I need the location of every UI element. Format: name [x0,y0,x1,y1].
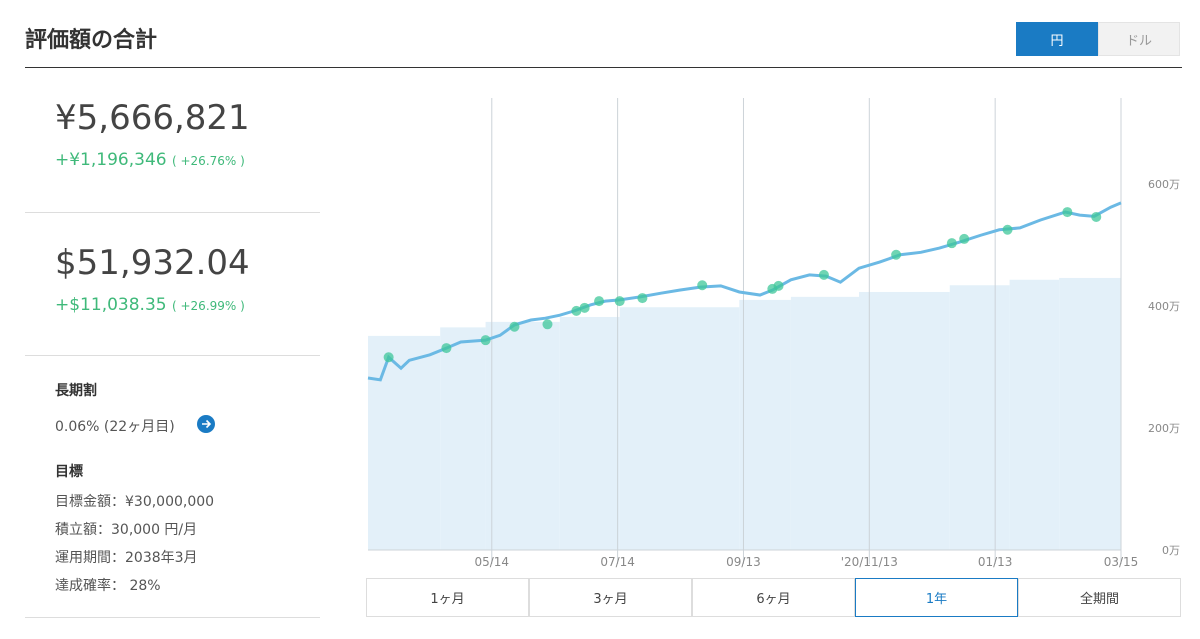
principal-area [619,307,740,550]
y-tick-label: 600万 [1148,178,1180,191]
usd-gain: +$11,038.35 ( +26.99% ) [55,295,245,315]
divider [25,355,320,356]
range-tab[interactable]: 1ヶ月 [366,578,529,617]
gain-value: +$11,038.35 [55,295,167,315]
divider [25,212,320,213]
yen-gain: +¥1,196,346 ( +26.76% ) [55,150,245,170]
x-tick-label: 05/14 [474,555,509,569]
discount-label: 長期割 [55,383,97,399]
currency-toggle[interactable]: 円 [1016,22,1098,56]
principal-area [485,321,560,550]
event-marker [614,296,625,307]
principal-area [1059,277,1121,550]
range-tab[interactable]: 1年 [855,578,1018,617]
gain-value: +¥1,196,346 [55,150,167,170]
principal-area [368,335,441,550]
principal-area [559,316,620,550]
event-marker [818,269,829,280]
value-line [367,201,1122,382]
event-marker [697,280,708,291]
goal-line: 達成確率： 28% [55,578,161,594]
principal-area [949,285,1010,550]
gain-pct: ( +26.76% ) [172,154,245,168]
goal-line: 積立額：30,000 円/月 [55,522,198,538]
goal-label: 目標 [55,464,83,480]
event-marker [637,293,648,304]
event-marker [891,249,902,260]
event-marker [509,321,520,332]
y-tick-label: 0万 [1162,544,1180,557]
event-marker [441,343,452,354]
page-title: 評価額の合計 [25,28,158,53]
range-tab[interactable]: 3ヶ月 [529,578,692,617]
y-tick-label: 400万 [1148,300,1180,313]
event-marker [383,352,394,363]
event-marker [542,319,553,330]
x-tick-label: 07/14 [600,555,635,569]
event-marker [579,302,590,313]
x-tick-label: '20/11/13 [841,555,898,569]
y-tick-label: 200万 [1148,422,1180,435]
event-marker [1091,211,1102,222]
principal-area [739,299,791,550]
event-marker [480,335,491,346]
range-tab[interactable]: 全期間 [1018,578,1181,617]
event-marker [1062,207,1073,218]
divider [25,67,1182,68]
x-tick-label: 09/13 [726,555,761,569]
event-marker [1002,224,1013,235]
principal-area [790,296,859,550]
principal-area [1009,279,1060,550]
arrow-icon [202,419,212,429]
divider [25,617,320,618]
currency-toggle[interactable]: ドル [1098,22,1180,56]
x-tick-label: 01/13 [978,555,1013,569]
goal-line: 目標金額：¥30,000,000 [55,494,215,510]
x-tick-label: 03/15 [1104,555,1139,569]
gain-pct: ( +26.99% ) [172,299,245,313]
event-marker [946,238,957,249]
arrow-button[interactable] [197,415,215,433]
event-marker [571,305,582,316]
yen-total: ¥5,666,821 [55,98,250,138]
range-tab[interactable]: 6ヶ月 [692,578,855,617]
event-marker [959,233,970,244]
usd-total: $51,932.04 [55,243,250,283]
event-marker [773,280,784,291]
event-marker [594,296,605,307]
goal-line: 運用期間：2038年3月 [55,550,198,566]
principal-area [440,327,486,550]
principal-area [858,291,950,550]
discount-text: 0.06% (22ヶ月目) [55,419,175,435]
